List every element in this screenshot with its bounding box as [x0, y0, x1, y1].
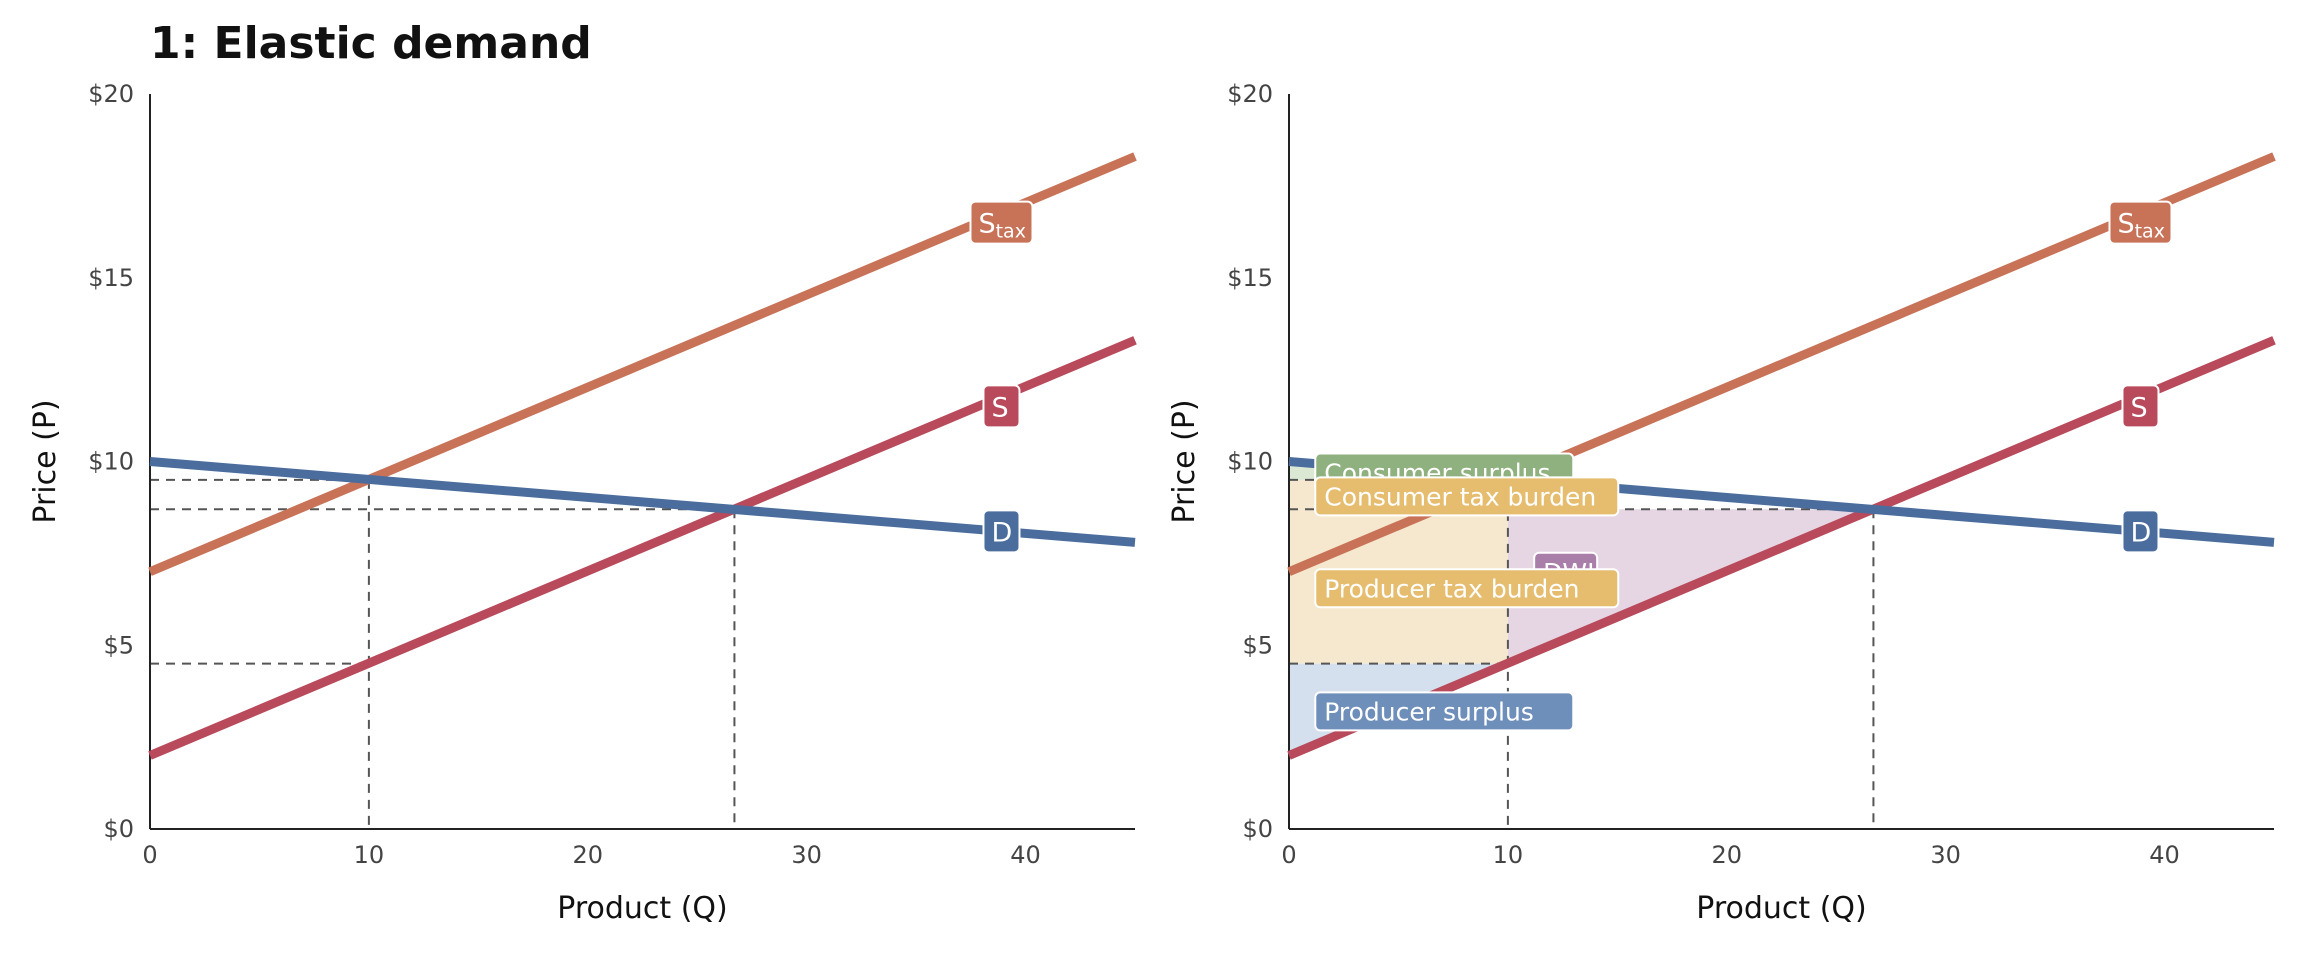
series-line-demand — [149, 457, 1136, 547]
x-axis-label: Product (Q) — [557, 891, 727, 926]
x-tick-label: 0 — [1281, 841, 1296, 869]
x-tick-label: 40 — [2149, 841, 2180, 869]
curve-label-subscript: tax — [996, 221, 1026, 243]
curve-label-box — [982, 384, 1021, 429]
region-label-producer-surplus: Producer surplus — [1314, 691, 1575, 732]
curve-label-text: D — [2130, 517, 2151, 548]
curve-label-text: S — [991, 392, 1008, 423]
y-tick-label: $10 — [88, 448, 134, 476]
curve-label-S: S — [982, 384, 1021, 429]
region-label-text: Consumer tax burden — [1324, 482, 1596, 511]
curve-label-box — [2108, 200, 2173, 245]
curve-label-text: D — [991, 517, 1012, 548]
curve-label-D: D — [982, 509, 1021, 554]
curve-label-box — [969, 200, 1034, 245]
region-label-consumer-tax-burden: Consumer tax burden — [1314, 476, 1620, 517]
y-tick-label: $0 — [1242, 815, 1273, 843]
chart-panel-1: 0 10 20 30 40 $0 $5 $10 $15 $20 Product (Q) Price (… — [28, 80, 1137, 926]
x-tick-label: 30 — [791, 841, 822, 869]
region-label-box — [1314, 568, 1620, 609]
x-tick-label: 40 — [1010, 841, 1041, 869]
x-tick-label: 30 — [1930, 841, 1961, 869]
series-line-supply — [1287, 336, 2276, 760]
region-label-box — [1314, 691, 1575, 732]
y-axis-label: Price (P) — [1167, 399, 1202, 523]
x-tick-label: 20 — [1712, 841, 1743, 869]
curve-label-S-tax: Stax — [2108, 200, 2173, 245]
x-axis-label: Product (Q) — [1696, 891, 1866, 926]
y-tick-label: $20 — [1227, 80, 1273, 108]
curve-label-box — [2121, 509, 2160, 554]
y-tick-label: $15 — [88, 264, 134, 292]
series-line-supply — [148, 336, 1137, 760]
curve-label-subscript: tax — [2135, 221, 2165, 243]
curve-label-box — [982, 509, 1021, 554]
x-tick-label: 20 — [573, 841, 604, 869]
curve-label-D: D — [2121, 509, 2160, 554]
curve-label-S-tax: Stax — [969, 200, 1034, 245]
curve-label-box — [2121, 384, 2160, 429]
region-label-producer-tax-burden: Producer tax burden — [1314, 568, 1620, 609]
y-tick-label: $0 — [103, 815, 134, 843]
page-title: 1: Elastic demand — [150, 18, 592, 69]
y-axis-label: Price (P) — [28, 399, 63, 523]
x-tick-label: 10 — [1493, 841, 1524, 869]
y-tick-label: $15 — [1227, 264, 1273, 292]
region-label-box — [1314, 476, 1620, 517]
x-tick-label: 0 — [142, 841, 157, 869]
region-label-text: Producer tax burden — [1324, 574, 1579, 603]
y-tick-label: $20 — [88, 80, 134, 108]
curve-label-text: S — [2130, 392, 2147, 423]
y-tick-label: $5 — [103, 631, 134, 659]
y-tick-label: $5 — [1242, 631, 1273, 659]
x-tick-label: 10 — [354, 841, 385, 869]
region-label-text: Producer surplus — [1324, 697, 1534, 726]
y-tick-label: $10 — [1227, 448, 1273, 476]
curve-label-S: S — [2121, 384, 2160, 429]
chart-panel-2: 0 10 20 30 40 $0 $5 $10 $15 $20 Product (Q) Price (… — [1167, 80, 2276, 926]
